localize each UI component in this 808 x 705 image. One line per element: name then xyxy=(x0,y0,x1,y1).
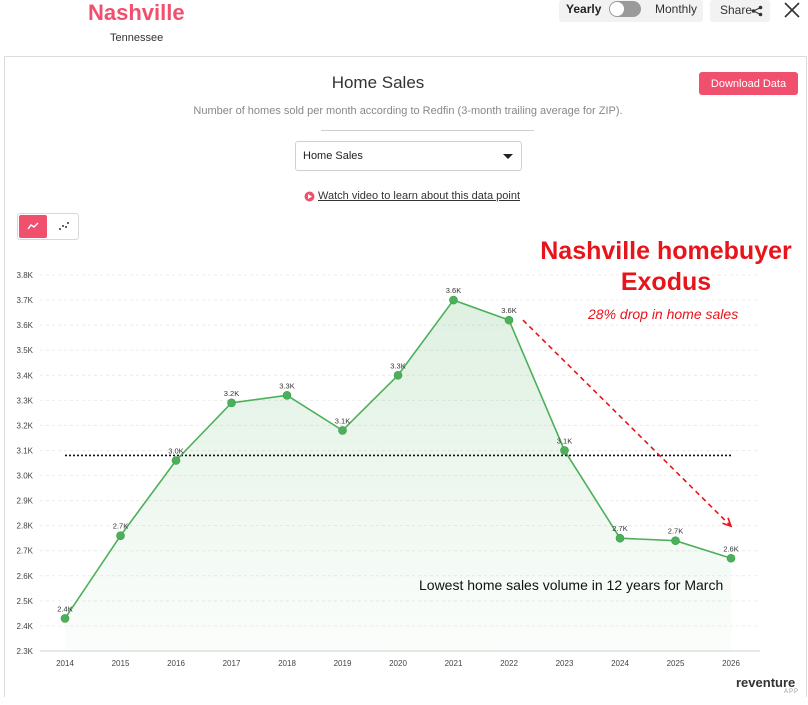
data-label: 3.2K xyxy=(224,389,239,398)
top-bar: Nashville Tennessee Yearly Monthly Share xyxy=(0,0,808,56)
x-tick-label: 2018 xyxy=(278,659,296,668)
reventure-logo-sub: APP xyxy=(784,689,800,695)
yearly-monthly-toggle[interactable]: Yearly Monthly xyxy=(559,0,703,22)
data-label: 2.7K xyxy=(668,527,683,536)
data-label: 3.0K xyxy=(168,446,183,455)
series-area xyxy=(65,300,731,651)
annotation-note: Lowest home sales volume in 12 years for… xyxy=(419,577,724,593)
data-label: 2.6K xyxy=(723,544,738,553)
y-tick-label: 2.5K xyxy=(17,597,34,606)
metric-select[interactable]: Home Sales xyxy=(295,141,522,171)
x-tick-label: 2016 xyxy=(167,659,185,668)
play-icon xyxy=(304,191,315,202)
x-axis-ticks: 2014 2015 2016 2017 2018 2019 2020 2021 2022 2023… xyxy=(40,650,760,668)
data-point xyxy=(171,456,181,465)
line-chart-button[interactable] xyxy=(19,215,47,238)
x-tick-label: 2017 xyxy=(223,659,241,668)
share-label: Share xyxy=(720,3,753,17)
y-tick-label: 3.2K xyxy=(17,421,34,430)
x-tick-label: 2021 xyxy=(445,659,463,668)
data-point xyxy=(338,426,347,435)
data-label: 3.6K xyxy=(446,286,461,295)
trend-arrowhead xyxy=(722,517,733,528)
y-tick-label: 3.0K xyxy=(17,472,34,481)
data-label: 2.4K xyxy=(57,604,72,613)
y-tick-label: 3.3K xyxy=(17,396,34,405)
city-name: Nashville xyxy=(88,0,185,25)
data-label: 2.7K xyxy=(113,522,128,531)
x-tick-label: 2023 xyxy=(556,659,574,668)
series-points xyxy=(60,295,736,623)
data-point xyxy=(393,370,403,380)
data-label: 3.3K xyxy=(279,381,294,390)
y-tick-label: 2.8K xyxy=(17,522,34,531)
y-tick-label: 3.4K xyxy=(17,371,34,380)
data-point xyxy=(116,531,125,540)
scatter-chart-icon xyxy=(59,222,69,230)
annotation-subline: 28% drop in home sales xyxy=(588,306,739,322)
y-axis-ticks: 2.3K 2.4K 2.5K 2.6K 2.7K 2.8K 2.9K 3.0K 3.1K 3.2K… xyxy=(17,271,34,656)
data-label: 3.3K xyxy=(390,361,405,370)
toggle-yearly-label[interactable]: Yearly xyxy=(566,2,602,16)
chart-subtitle: Number of homes sold per month according… xyxy=(193,105,623,117)
data-point xyxy=(726,553,736,563)
y-tick-label: 2.3K xyxy=(17,647,34,656)
x-tick-label: 2026 xyxy=(722,659,740,668)
data-label: 2.7K xyxy=(612,524,627,533)
reventure-logo: reventure xyxy=(736,675,796,690)
y-tick-label: 3.7K xyxy=(17,296,34,305)
chart-type-toggle xyxy=(17,213,79,240)
y-tick-label: 2.9K xyxy=(17,497,34,506)
data-point xyxy=(60,614,70,623)
scatter-chart-button[interactable] xyxy=(50,215,77,238)
x-tick-label: 2019 xyxy=(334,659,352,668)
data-point xyxy=(449,295,458,305)
data-point xyxy=(615,533,625,543)
share-button[interactable]: Share xyxy=(710,0,770,22)
toggle-knob xyxy=(610,2,624,16)
data-point xyxy=(560,446,569,455)
y-tick-label: 2.7K xyxy=(17,547,34,556)
data-labels: 2.4K 2.7K 3.0K 3.2K 3.3K 3.1K 3.3K 3.6K 3.6K 3.1K… xyxy=(57,286,738,613)
y-tick-label: 2.4K xyxy=(17,622,34,631)
y-tick-label: 3.8K xyxy=(17,271,34,280)
annotation-headline: Nashville homebuyer Exodus xyxy=(540,237,792,296)
data-point xyxy=(282,391,292,400)
share-icon xyxy=(751,5,763,17)
x-tick-label: 2022 xyxy=(500,659,518,668)
data-label: 3.1K xyxy=(557,436,572,445)
chart-title: Home Sales xyxy=(331,73,425,92)
x-tick-label: 2015 xyxy=(112,659,130,668)
data-point xyxy=(671,536,680,546)
x-tick-label: 2025 xyxy=(667,659,685,668)
metric-select-value: Home Sales xyxy=(303,150,363,162)
data-label: 3.1K xyxy=(335,416,350,425)
x-tick-label: 2024 xyxy=(611,659,629,668)
close-icon[interactable] xyxy=(780,0,804,22)
y-tick-label: 3.6K xyxy=(17,321,34,330)
line-chart-icon xyxy=(27,222,39,230)
x-tick-label: 2014 xyxy=(56,659,74,668)
toggle-monthly-label[interactable]: Monthly xyxy=(655,2,698,16)
x-tick-label: 2020 xyxy=(389,659,407,668)
trend-arrow xyxy=(522,319,732,527)
download-data-button[interactable]: Download Data xyxy=(699,72,798,95)
data-point xyxy=(227,398,236,408)
watch-video-text: Watch video to learn about this data poi… xyxy=(318,190,520,202)
data-point xyxy=(504,315,514,325)
toggle-switch[interactable] xyxy=(609,1,641,17)
y-tick-label: 3.1K xyxy=(17,446,34,455)
data-label: 3.6K xyxy=(501,306,516,315)
chevron-down-icon xyxy=(503,154,513,159)
state-name: Tennessee xyxy=(110,32,164,44)
y-tick-label: 3.5K xyxy=(17,346,34,355)
title-divider xyxy=(321,130,534,131)
y-tick-label: 2.6K xyxy=(17,572,34,581)
